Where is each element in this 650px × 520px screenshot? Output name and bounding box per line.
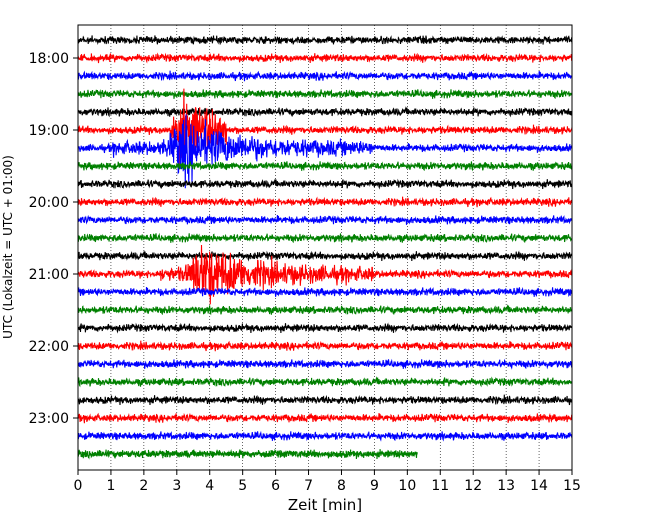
- x-tick-label: 0: [74, 478, 83, 494]
- seismic-trace: [77, 286, 573, 298]
- y-tick-label: 20:00: [29, 195, 69, 211]
- y-tick-label: 18:00: [29, 51, 69, 67]
- plot-frame: [77, 24, 573, 471]
- seismic-trace: [77, 178, 573, 190]
- x-tick-label: 10: [398, 478, 416, 494]
- x-tick-label: 7: [304, 478, 313, 494]
- x-tick-label: 12: [464, 478, 482, 494]
- seismic-trace: [77, 412, 573, 424]
- seismic-trace: [77, 304, 573, 316]
- x-tick-label: 14: [530, 478, 548, 494]
- x-tick-label: 4: [205, 478, 214, 494]
- x-axis-label: Zeit [min]: [288, 496, 362, 514]
- x-tick-label: 6: [271, 478, 280, 494]
- seismic-trace: [77, 196, 573, 208]
- seismic-trace: [77, 322, 573, 334]
- x-tick-label: 3: [172, 478, 181, 494]
- x-tick-label: 5: [238, 478, 247, 494]
- seismic-trace: [77, 244, 573, 305]
- trace-layer: [77, 35, 573, 460]
- seismic-trace: [77, 448, 418, 460]
- seismic-trace: [77, 430, 573, 442]
- seismic-trace: [77, 88, 573, 100]
- x-tick-label: 2: [139, 478, 148, 494]
- seismic-trace: [77, 250, 573, 262]
- y-tick-label: 22:00: [29, 339, 69, 355]
- seismic-trace: [77, 160, 573, 172]
- seismic-trace: [77, 35, 573, 45]
- seismic-trace: [77, 88, 573, 170]
- seismic-trace: [77, 394, 572, 406]
- x-tick-label: 13: [497, 478, 515, 494]
- y-tick-label: 21:00: [29, 267, 69, 283]
- x-tick-label: 15: [563, 478, 581, 494]
- x-tick-label: 1: [106, 478, 115, 494]
- y-tick-label: 23:00: [29, 411, 69, 427]
- x-tick-label: 8: [337, 478, 346, 494]
- x-tick-label: 9: [370, 478, 379, 494]
- seismic-trace: [77, 114, 573, 189]
- seismic-trace: [77, 358, 573, 370]
- y-axis-ticks: 18:00 19:00 20:00 21:00 22:00 23:00: [29, 51, 78, 427]
- x-tick-label: 11: [431, 478, 449, 494]
- seismic-trace: [77, 106, 573, 118]
- seismic-trace: [77, 340, 573, 352]
- seismic-trace: [77, 214, 573, 225]
- seismic-trace: [77, 70, 573, 82]
- y-axis-label: UTC (Lokalzeit = UTC + 01:00): [1, 155, 15, 339]
- x-axis-ticks: 0 1 2 3 4 5 6 7 8 9 10 11 12 13 14 15: [74, 470, 581, 494]
- seismic-trace: [77, 52, 573, 64]
- y-tick-label: 19:00: [29, 123, 69, 139]
- seismic-trace: [77, 232, 573, 244]
- grid-layer: [110, 25, 540, 470]
- seismic-trace: [77, 376, 573, 388]
